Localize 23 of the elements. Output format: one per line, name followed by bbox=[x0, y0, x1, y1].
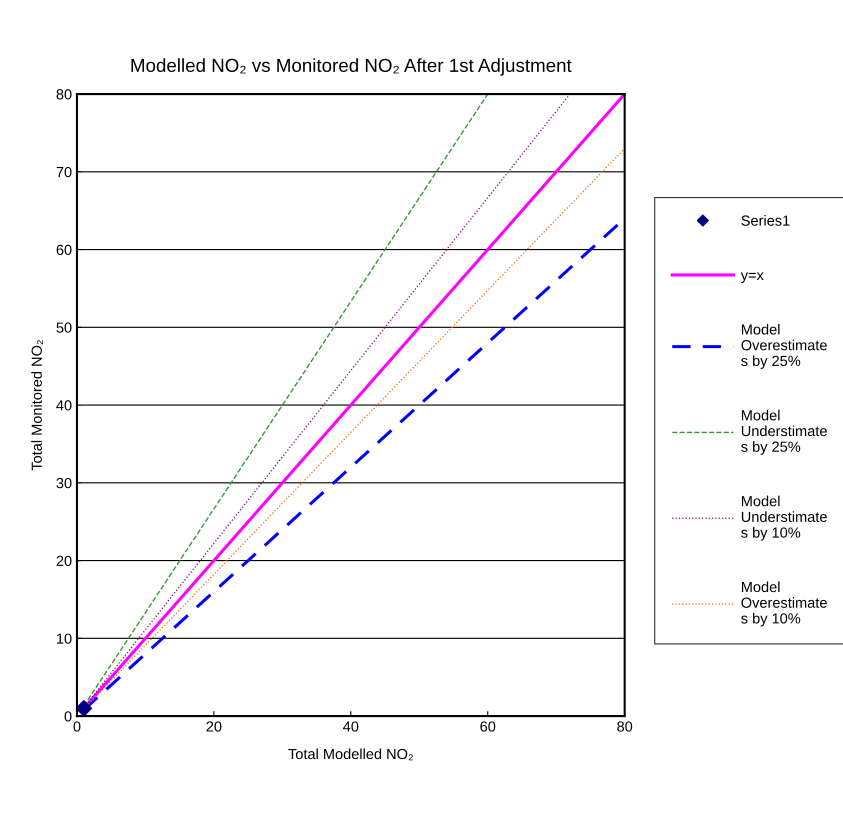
x-tick-label: 20 bbox=[206, 721, 222, 732]
x-tick-label: 60 bbox=[480, 721, 496, 732]
x-tick-label: 0 bbox=[73, 721, 80, 732]
legend-label: Model Understimates by 25% bbox=[741, 410, 827, 455]
y-axis-title: Total Monitored NO₂ bbox=[31, 340, 43, 470]
legend-label: Model Overestimates by 10% bbox=[741, 581, 827, 626]
x-tick-label: 80 bbox=[617, 721, 632, 732]
x-axis-title: Total Modelled NO₂ bbox=[288, 748, 413, 760]
y-tick-label: 80 bbox=[56, 89, 72, 100]
legend-label: y=x bbox=[740, 272, 764, 284]
y-tick-label: 50 bbox=[56, 322, 72, 333]
y-tick-label: 70 bbox=[56, 166, 72, 178]
y-tick-label: 40 bbox=[56, 400, 72, 411]
legend-label: Model Understimates by 10% bbox=[741, 496, 827, 541]
x-tick-label: 40 bbox=[343, 721, 358, 732]
y-tick-label: 30 bbox=[56, 478, 72, 488]
legend-label: Model Overestimates by 25% bbox=[741, 324, 827, 369]
y-tick-label: 60 bbox=[56, 244, 72, 255]
y-tick-label: 0 bbox=[64, 711, 72, 722]
legend-label: Series1 bbox=[741, 215, 790, 226]
y-tick-label: 10 bbox=[56, 633, 72, 644]
chart-title: Modelled NO₂ vs Monitored NO₂ After 1st Adjustment bbox=[131, 58, 572, 76]
y-tick-label: 20 bbox=[56, 556, 72, 566]
